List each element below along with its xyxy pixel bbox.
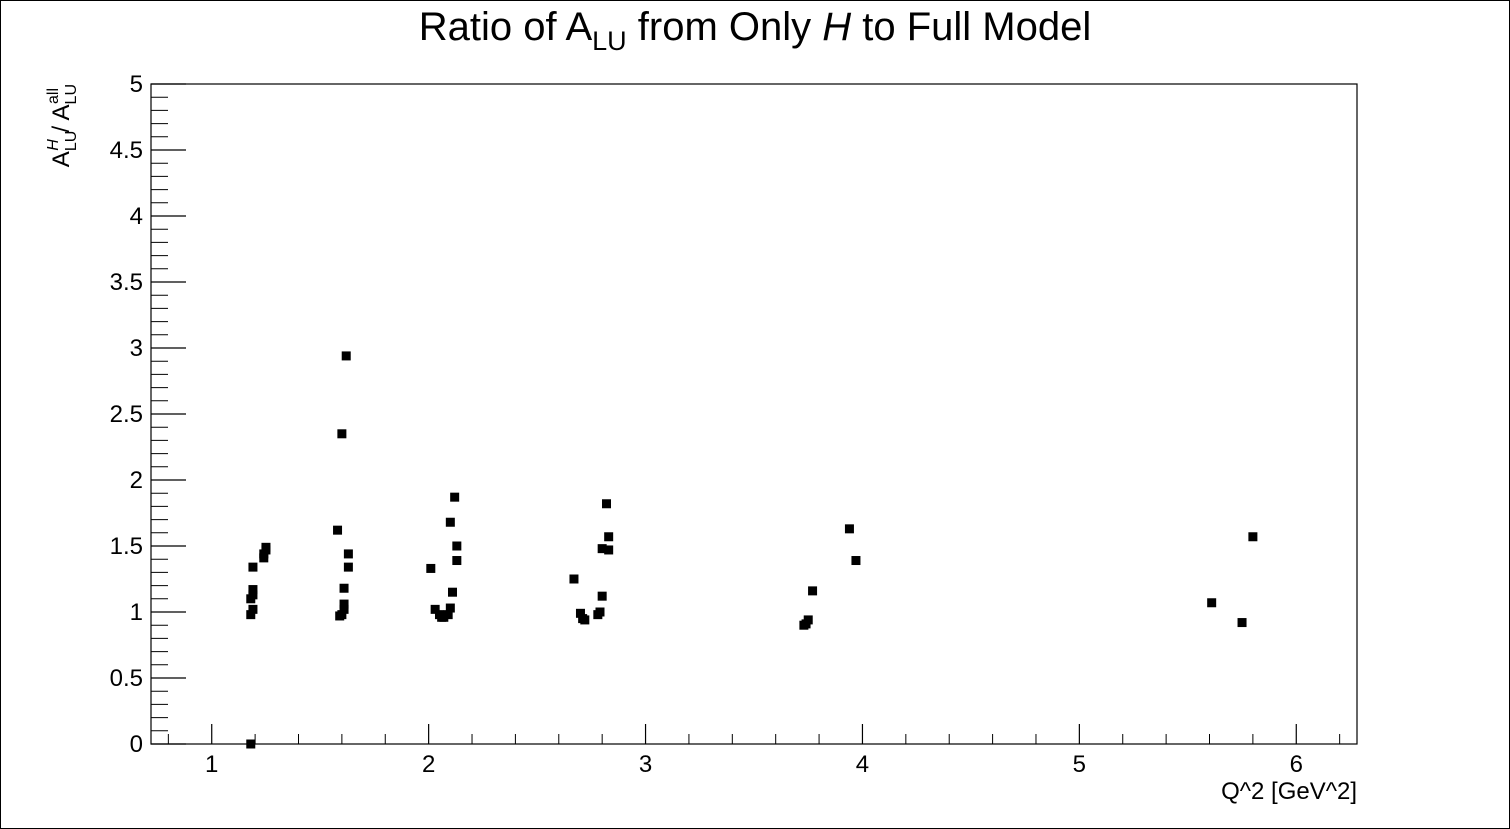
y-axis-label-numerator: A [48,151,75,167]
data-point [597,544,607,554]
x-axis: 1 2 3 4 5 6 [167,724,1341,778]
y-tick-label: 0.5 [110,665,143,692]
data-point [452,556,462,566]
chart-title: Ratio of ALU from Only H to Full Model [419,5,1092,56]
y-axis-label-numerator-sub: LU [63,131,80,151]
plot-area-frame [150,83,1358,745]
data-point [246,610,256,620]
data-point [443,610,453,620]
data-point [575,608,585,618]
data-point [248,604,258,614]
data-point [333,525,343,535]
data-point [851,556,861,566]
y-axis-label-numerator-sup: H [45,139,62,151]
data-point [1237,618,1247,628]
chart-title-suffix: to Full Model [851,5,1091,49]
data-point [246,739,256,749]
data-point [430,604,440,614]
y-tick-label: 1 [130,599,143,626]
y-axis-label-separator: / [48,120,75,139]
data-point [339,604,349,614]
x-tick-label: 4 [856,751,869,778]
y-axis-label-denominator: A [48,104,75,120]
svg-text:ALUH / ALUall: ALUH / ALUall [45,84,80,167]
x-tick-label: 1 [205,751,218,778]
data-point [452,541,462,551]
data-point [339,599,349,609]
y-axis-label: ALUH / ALUall [45,84,80,167]
x-axis-label: Q^2 [GeV^2] [1221,778,1357,805]
chart-title-italic: H [822,5,851,49]
data-point [580,615,590,625]
x-tick-label: 6 [1290,751,1303,778]
data-point [248,562,258,572]
data-point [569,574,579,584]
y-tick-label: 0 [130,731,143,758]
data-point [445,603,455,613]
data-point [248,590,258,600]
y-axis: 0 0.5 1 1.5 2 2.5 3 3.5 4 4.5 5 [110,71,186,758]
data-point [337,610,347,620]
y-tick-label: 1.5 [110,533,143,560]
chart-title-middle: from Only [627,5,823,49]
y-axis-label-denominator-sup: all [45,88,62,104]
data-point [597,591,607,601]
chart-title-prefix-subscript: LU [592,26,627,56]
x-tick-label: 5 [1073,751,1086,778]
data-point [445,517,455,527]
data-point [595,607,605,617]
x-tick-label: 3 [639,751,652,778]
data-point [602,499,612,509]
chart-title-prefix: Ratio of A [419,5,593,49]
data-point [450,492,460,502]
data-point [261,542,271,552]
data-point [803,615,813,625]
x-tick-label: 2 [422,751,435,778]
y-tick-label: 2 [130,467,143,494]
y-axis-label-denominator-sub: LU [63,84,80,104]
y-tick-label: 5 [130,71,143,98]
data-points [246,351,1258,749]
data-point [1248,532,1258,542]
y-tick-label: 4.5 [110,137,143,164]
data-point [604,532,614,542]
data-point [337,429,347,439]
y-tick-label: 3 [130,335,143,362]
y-tick-label: 3.5 [110,269,143,296]
y-tick-label: 2.5 [110,401,143,428]
data-point [426,563,436,573]
data-point [448,587,457,597]
data-point [341,351,351,361]
data-point [604,545,614,555]
y-tick-label: 4 [130,203,143,230]
data-point [844,524,854,534]
data-point [339,583,349,593]
data-point [1207,598,1217,608]
data-point [343,549,353,559]
data-point [248,585,258,595]
data-point [343,562,353,572]
data-point [808,586,818,596]
